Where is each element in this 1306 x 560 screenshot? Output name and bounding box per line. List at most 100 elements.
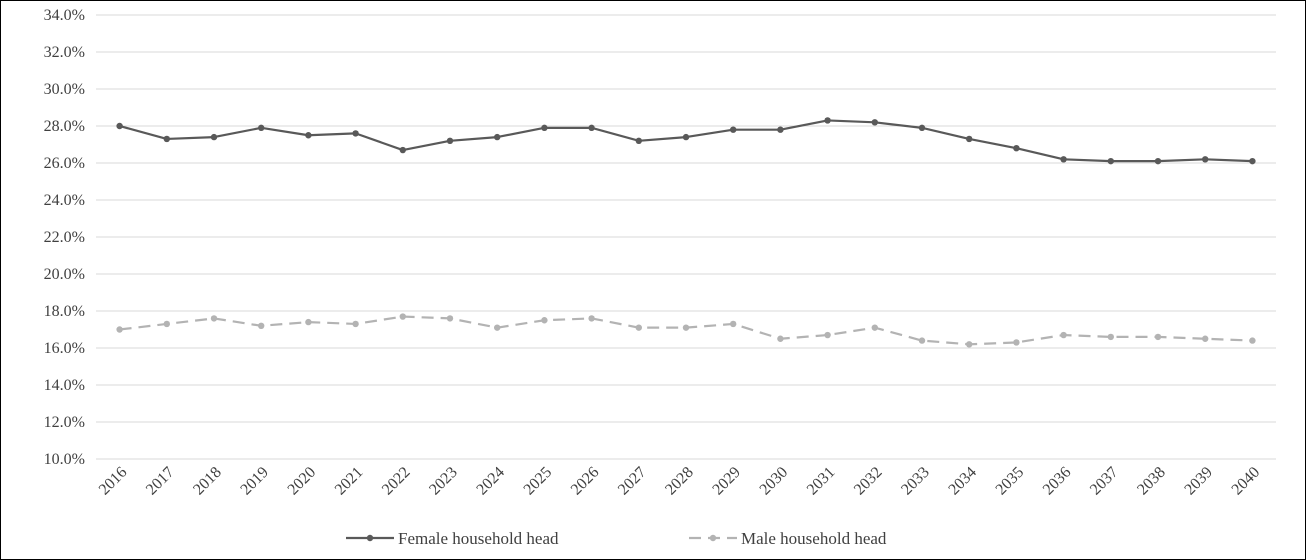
y-tick-label: 16.0% xyxy=(44,340,85,357)
male-household-head-point xyxy=(1249,337,1256,344)
y-tick-label: 32.0% xyxy=(44,44,85,61)
female-household-head-point xyxy=(730,126,737,133)
female-household-head-point xyxy=(824,117,831,124)
x-tick-label: 2039 xyxy=(1181,464,1216,499)
y-axis-tick-labels: 10.0% 12.0% 14.0% 16.0% 18.0% 20.0% 22.0% 24.0%… xyxy=(44,7,85,468)
gridlines xyxy=(96,14,1276,460)
female-household-head-point xyxy=(210,133,218,141)
male-household-head-point xyxy=(588,315,595,322)
female-household-head-point xyxy=(1154,157,1162,165)
y-tick-label: 20.0% xyxy=(44,266,85,283)
x-tick-label: 2033 xyxy=(898,464,933,499)
x-tick-label: 2026 xyxy=(568,464,603,499)
male-household-head-point xyxy=(635,324,642,331)
male-household-head-point xyxy=(116,326,123,333)
x-tick-label: 2035 xyxy=(993,464,1028,499)
male-household-head-point xyxy=(682,324,690,331)
male-household-head-point xyxy=(1154,333,1162,341)
female-household-head-point xyxy=(399,146,406,154)
female-household-head-point xyxy=(918,124,926,132)
legend-female-household-head-label: Female household head xyxy=(398,529,559,548)
female-household-head-point xyxy=(305,132,312,139)
y-tick-label: 18.0% xyxy=(44,303,85,320)
male-household-head-point xyxy=(918,337,926,344)
female-household-head-point xyxy=(777,126,784,133)
y-tick-label: 10.0% xyxy=(44,451,85,468)
y-tick-label: 22.0% xyxy=(44,229,85,246)
male-household-head-point xyxy=(305,318,312,326)
x-tick-label: 2024 xyxy=(473,464,508,499)
female-household-head-point xyxy=(258,124,265,132)
x-tick-label: 2016 xyxy=(96,464,131,499)
male-household-head-point xyxy=(966,341,973,348)
female-household-head-point xyxy=(116,122,123,130)
y-tick-label: 26.0% xyxy=(44,155,85,172)
male-household-head-point xyxy=(399,313,406,320)
male-household-head-point xyxy=(446,315,454,322)
legend-male-household-head-marker xyxy=(709,534,717,542)
x-tick-label: 2025 xyxy=(521,464,556,499)
x-tick-label: 2017 xyxy=(143,464,178,499)
male-household-head-point xyxy=(210,315,218,322)
x-tick-label: 2018 xyxy=(190,464,225,499)
female-household-head-point xyxy=(541,124,548,132)
male-household-head-point xyxy=(1107,333,1115,341)
x-tick-label: 2034 xyxy=(945,464,980,499)
female-household-head-point xyxy=(446,137,454,144)
legend-male-household-head-label: Male household head xyxy=(741,529,887,548)
male-household-head-point xyxy=(1202,335,1209,342)
x-tick-label: 2023 xyxy=(426,464,461,499)
x-tick-label: 2030 xyxy=(757,464,792,499)
female-household-head-point xyxy=(588,124,595,132)
y-tick-label: 12.0% xyxy=(44,414,85,431)
female-household-head-point xyxy=(682,133,690,141)
female-household-head-point xyxy=(871,119,878,126)
male-household-head-point xyxy=(541,317,548,324)
x-tick-label: 2036 xyxy=(1040,464,1075,499)
male-household-head-point xyxy=(163,320,170,328)
female-household-head-point xyxy=(494,133,501,141)
y-tick-label: 28.0% xyxy=(44,118,85,135)
male-household-head-point xyxy=(494,324,501,331)
x-tick-label: 2027 xyxy=(615,464,650,499)
x-tick-label: 2029 xyxy=(709,464,744,499)
female-household-head-line xyxy=(119,119,1253,163)
female-household-head-point xyxy=(1060,156,1067,163)
male-household-head-point xyxy=(352,320,359,328)
x-tick-label: 2022 xyxy=(379,464,414,499)
x-tick-label: 2032 xyxy=(851,464,886,499)
x-tick-label: 2038 xyxy=(1134,464,1169,499)
female-household-head-point xyxy=(1202,156,1209,163)
female-household-head-point xyxy=(352,130,359,137)
legend-female-household-head-marker xyxy=(366,534,374,542)
female-household-head-point xyxy=(1013,145,1020,152)
female-household-head-point xyxy=(635,137,642,144)
series-lines xyxy=(116,117,1256,348)
male-household-head-point xyxy=(777,335,784,342)
x-tick-label: 2021 xyxy=(332,464,367,499)
y-tick-label: 24.0% xyxy=(44,192,85,209)
female-household-head-point xyxy=(1249,157,1256,165)
male-household-head-point xyxy=(258,322,265,329)
x-tick-label: 2040 xyxy=(1229,464,1264,499)
male-household-head-point xyxy=(824,331,831,339)
male-household-head-point xyxy=(730,320,737,328)
x-axis-tick-labels: 2016 2017 2018 2019 2020 2021 2022 2023 2024 2025… xyxy=(96,464,1263,499)
female-household-head-point xyxy=(966,135,973,143)
y-tick-label: 14.0% xyxy=(44,377,85,394)
x-tick-label: 2019 xyxy=(237,464,272,499)
x-tick-label: 2031 xyxy=(804,464,839,499)
y-tick-label: 30.0% xyxy=(44,81,85,98)
x-tick-label: 2037 xyxy=(1087,464,1122,499)
male-household-head-point xyxy=(871,324,878,331)
y-tick-label: 34.0% xyxy=(44,7,85,24)
x-tick-label: 2020 xyxy=(285,464,320,499)
male-household-head-point xyxy=(1013,339,1020,346)
male-household-head-point xyxy=(1060,331,1067,339)
female-household-head-point xyxy=(1107,157,1115,165)
female-household-head-point xyxy=(163,135,170,143)
x-tick-label: 2028 xyxy=(662,464,697,499)
legend: Female household head Male household head xyxy=(346,529,887,548)
